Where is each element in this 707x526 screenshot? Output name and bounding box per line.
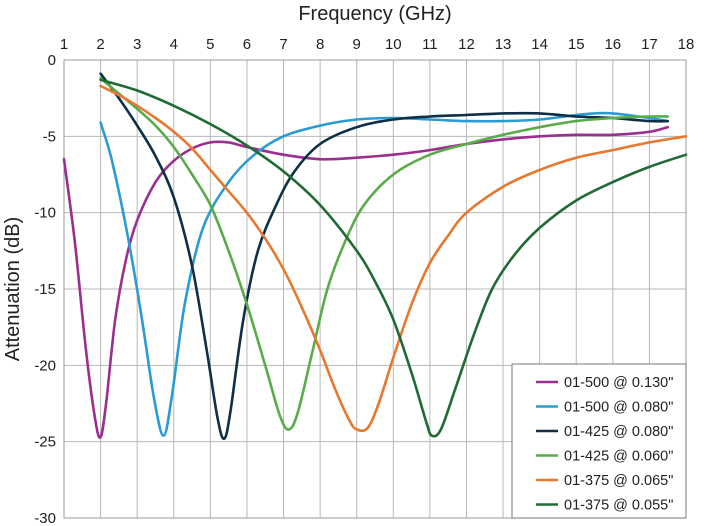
series-line-0	[62, 125, 669, 439]
series-line-5	[99, 78, 688, 438]
legend-label-2: 01-425 @ 0.080"	[564, 424, 673, 440]
x-tick-label: 9	[353, 36, 361, 53]
x-tick-label: 8	[316, 36, 324, 53]
x-tick-label: 2	[96, 36, 104, 53]
plot-frame	[63, 59, 687, 519]
x-tick-label: 14	[531, 36, 548, 53]
series-line-1	[99, 111, 669, 437]
legend-label-1: 01-500 @ 0.080"	[564, 400, 673, 416]
x-tick-label: 6	[243, 36, 251, 53]
x-axis-title: Frequency (GHz)	[298, 3, 451, 25]
y-tick-label: -15	[34, 281, 56, 298]
series-line-4	[99, 84, 688, 433]
legend: 01-500 @ 0.130" 01-500 @ 0.080" 01-425 @ 0…	[511, 363, 687, 519]
legend-label-3: 01-425 @ 0.060"	[564, 449, 673, 465]
x-tick-label: 1	[60, 36, 68, 53]
x-tick-label: 15	[568, 36, 585, 53]
series-group	[62, 72, 688, 441]
x-tick-label: 3	[133, 36, 141, 53]
y-tick-label: -30	[34, 510, 56, 526]
x-tick-label: 11	[422, 36, 438, 53]
x-tick-label: 18	[678, 36, 695, 53]
y-tick-label: -25	[34, 434, 56, 451]
x-tick-label: 7	[279, 36, 287, 53]
series-line-3	[99, 77, 669, 431]
x-tick-label: 5	[206, 36, 214, 53]
y-tick-label: -20	[34, 357, 56, 374]
series-line-2	[99, 72, 669, 441]
legend-label-5: 01-375 @ 0.055"	[564, 498, 673, 514]
x-tick-label: 16	[604, 36, 621, 53]
x-tick-label: 12	[458, 36, 475, 53]
y-tick-label: -5	[43, 128, 56, 145]
y-tick-label: 0	[48, 52, 56, 69]
x-tick-label: 10	[385, 36, 402, 53]
legend-label-0: 01-500 @ 0.130"	[564, 375, 673, 391]
x-tick-label: 4	[170, 36, 178, 53]
y-axis-title: Attenuation (dB)	[2, 217, 24, 362]
x-tick-label: 17	[641, 36, 658, 53]
legend-box	[511, 363, 687, 519]
y-tick-label: -10	[34, 205, 56, 222]
legend-label-4: 01-375 @ 0.065"	[564, 473, 673, 489]
x-tick-label: 13	[495, 36, 512, 53]
axes: 1 2 3 4 5 6 7 8 9 10 11 12 13 14 15 16 17 180-5-10-15-20-…	[34, 36, 694, 526]
